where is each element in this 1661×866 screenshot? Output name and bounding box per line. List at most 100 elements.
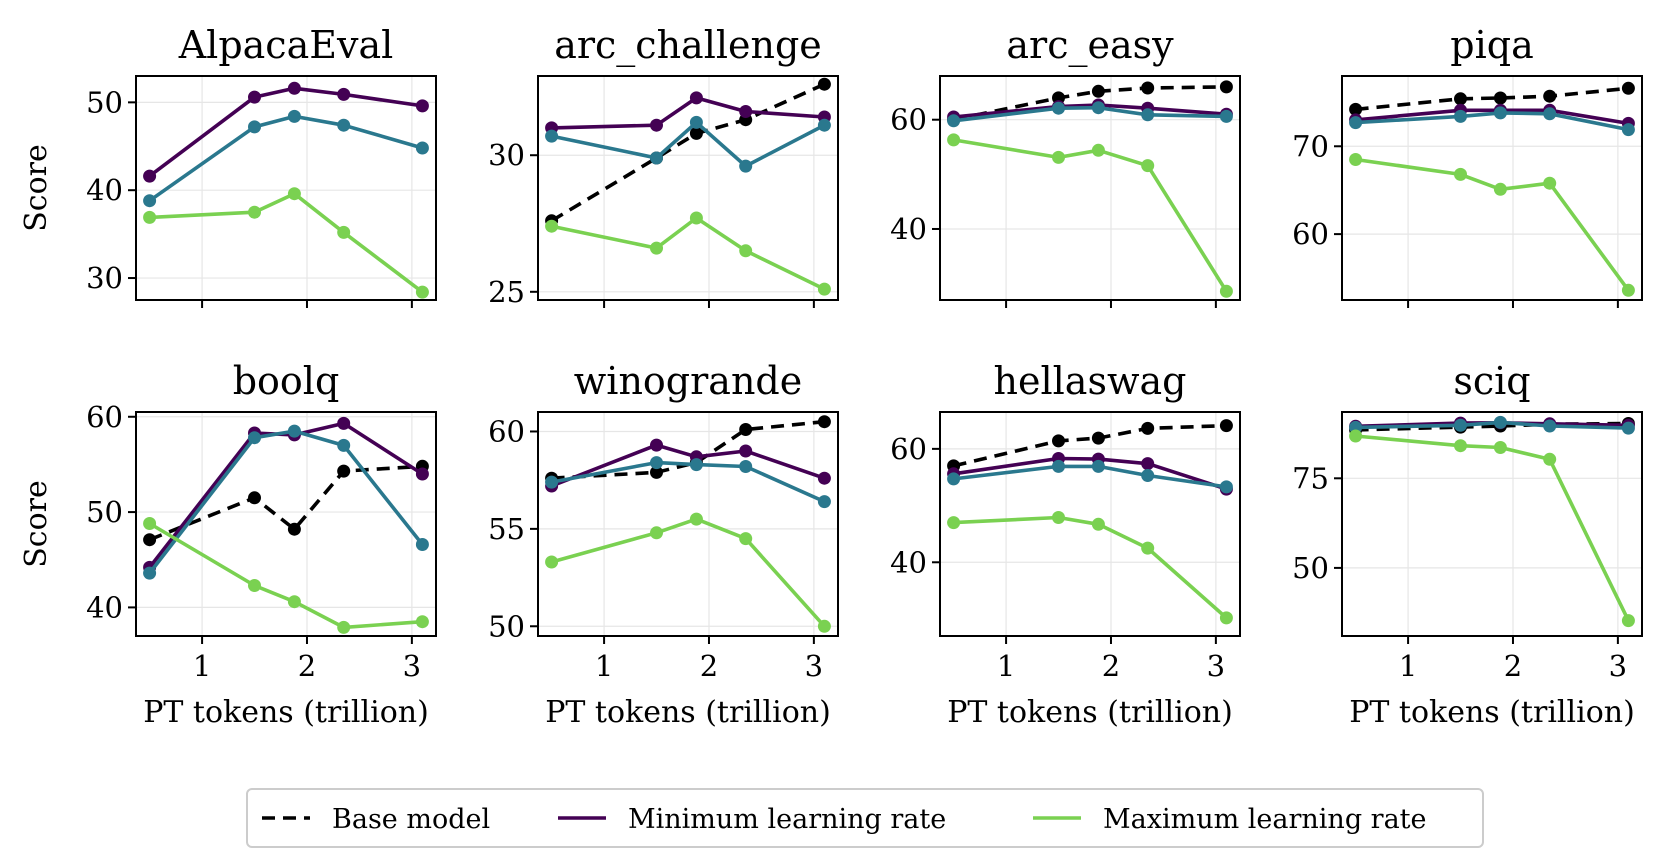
data-point (1141, 159, 1155, 173)
data-point (1543, 419, 1557, 433)
data-point (1052, 101, 1065, 115)
data-point (739, 532, 753, 546)
x-tick-label: 1 (595, 649, 613, 683)
data-point (287, 187, 301, 201)
data-point (1219, 480, 1233, 494)
data-point (947, 114, 961, 128)
data-point (287, 595, 301, 609)
x-tick-label: 2 (1504, 649, 1522, 683)
data-point (817, 471, 831, 485)
subplot-title: winogrande (574, 359, 802, 403)
data-point (817, 282, 831, 296)
y-tick-label: 60 (488, 414, 525, 448)
data-point (1052, 511, 1065, 524)
subplot-alpacaeval: 30 40 50 AlpacaEval Score (19, 23, 437, 308)
data-point (1052, 459, 1065, 473)
y-tick-label: 75 (1292, 461, 1329, 495)
subplot-hellaswag: 1 2 3 40 60 hellaswag PT tokens (trillion) (890, 359, 1241, 730)
y-tick-label: 50 (1292, 551, 1329, 585)
data-point (1091, 101, 1105, 115)
data-point (545, 555, 559, 569)
data-point (1349, 102, 1363, 116)
series-line (149, 191, 424, 294)
data-point (1493, 91, 1507, 105)
x-axis-label: PT tokens (trillion) (545, 695, 831, 730)
data-point (1454, 418, 1467, 432)
x-tick-label: 1 (1399, 649, 1417, 683)
data-point (337, 464, 351, 478)
data-point (739, 423, 753, 436)
x-tick-label: 3 (403, 649, 421, 683)
series-line (148, 429, 424, 575)
data-point (1349, 116, 1363, 130)
y-tick-label: 60 (890, 432, 927, 466)
subplot-winogrande: 1 2 3 50 55 60 winogrande PT tokens (trillion) (488, 359, 839, 730)
x-axis-label: PT tokens (trillion) (947, 695, 1233, 730)
subplot-title: piqa (1450, 23, 1533, 67)
y-tick-label: 50 (488, 609, 525, 643)
data-point (650, 456, 663, 470)
y-tick-label: 25 (488, 275, 525, 309)
data-point (1219, 109, 1233, 123)
data-point (1621, 81, 1635, 95)
data-point (689, 211, 703, 225)
data-point (1052, 434, 1065, 448)
y-tick-label: 50 (86, 85, 123, 119)
data-point (817, 118, 831, 132)
data-point (1621, 123, 1635, 137)
series-line (551, 517, 826, 628)
data-point (1141, 457, 1155, 471)
legend-label: Base model (332, 804, 490, 835)
data-point (689, 126, 703, 140)
series-line (551, 216, 826, 291)
data-point (415, 467, 429, 481)
data-point (415, 141, 429, 155)
data-point (739, 244, 753, 258)
series-line (1355, 157, 1630, 292)
data-point (689, 115, 703, 129)
series-line (148, 521, 423, 630)
y-tick-label: 70 (1292, 129, 1329, 163)
data-point (1454, 167, 1467, 181)
data-point (1052, 150, 1065, 164)
data-point (143, 517, 157, 530)
data-point (1493, 182, 1507, 196)
subplot-title: sciq (1453, 359, 1530, 403)
data-point (1543, 89, 1557, 103)
data-point (1141, 541, 1155, 555)
data-point (1219, 284, 1233, 298)
data-point (817, 415, 831, 429)
data-point (415, 538, 429, 551)
data-point (650, 118, 663, 132)
subplot-title: arc_easy (1006, 23, 1174, 68)
data-point (1454, 92, 1467, 106)
data-point (287, 81, 301, 95)
series-line (551, 419, 825, 480)
data-point (1621, 421, 1635, 435)
series-line (551, 120, 826, 168)
y-tick-label: 40 (86, 173, 123, 207)
data-point (1543, 452, 1557, 466)
axes-frame (939, 75, 1241, 301)
x-tick-label: 3 (805, 649, 823, 683)
legend-label: Minimum learning rate (628, 804, 946, 835)
data-point (1543, 107, 1557, 121)
data-point (947, 516, 961, 530)
series-line (1355, 86, 1629, 112)
x-axis-label: PT tokens (trillion) (1349, 695, 1635, 730)
data-point (1493, 106, 1507, 120)
data-point (337, 118, 351, 132)
data-point (739, 159, 753, 173)
data-point (1543, 176, 1557, 190)
data-point (1219, 419, 1233, 433)
data-point (415, 615, 429, 629)
series-line (1355, 434, 1631, 622)
series-line (953, 138, 1228, 293)
data-point (1454, 109, 1467, 123)
data-point (337, 225, 351, 239)
data-point (689, 91, 703, 105)
axes-frame (135, 411, 437, 637)
data-point (650, 241, 663, 255)
data-point (947, 133, 961, 147)
